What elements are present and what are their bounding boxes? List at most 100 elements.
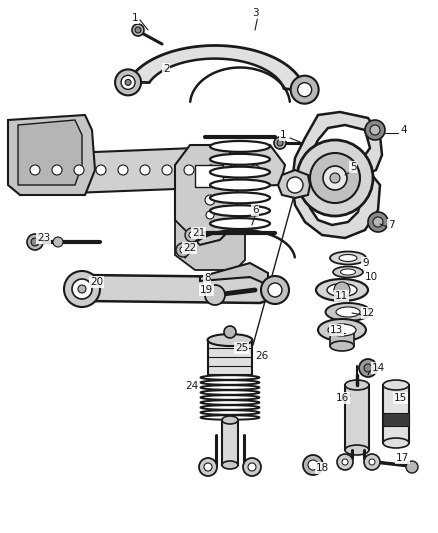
Circle shape: [368, 212, 388, 232]
Circle shape: [205, 285, 225, 305]
Circle shape: [205, 195, 215, 205]
Circle shape: [359, 359, 377, 377]
Circle shape: [370, 125, 380, 135]
Bar: [208, 340, 252, 375]
Circle shape: [297, 140, 373, 216]
Ellipse shape: [222, 461, 238, 469]
Circle shape: [53, 237, 63, 247]
Circle shape: [64, 271, 100, 307]
Text: 1: 1: [132, 13, 138, 23]
Circle shape: [364, 364, 372, 372]
Circle shape: [78, 285, 86, 293]
Circle shape: [364, 454, 380, 470]
Circle shape: [31, 238, 39, 246]
Polygon shape: [278, 170, 310, 198]
Circle shape: [206, 211, 214, 219]
Polygon shape: [292, 112, 382, 238]
Text: 17: 17: [396, 453, 409, 463]
Bar: [383, 413, 409, 426]
Ellipse shape: [345, 445, 369, 455]
Text: 4: 4: [400, 125, 406, 135]
Ellipse shape: [210, 167, 270, 177]
Circle shape: [277, 140, 283, 146]
Text: 26: 26: [255, 351, 268, 361]
Ellipse shape: [201, 410, 259, 415]
Circle shape: [250, 165, 260, 175]
Text: 18: 18: [316, 463, 329, 473]
Circle shape: [291, 76, 319, 104]
Ellipse shape: [201, 390, 259, 395]
Circle shape: [323, 166, 347, 190]
Circle shape: [261, 276, 289, 304]
Text: 2: 2: [163, 64, 170, 74]
Circle shape: [74, 165, 84, 175]
Circle shape: [308, 460, 318, 470]
Text: 1: 1: [280, 130, 286, 140]
Ellipse shape: [201, 405, 259, 410]
Ellipse shape: [330, 341, 354, 351]
Text: 8: 8: [204, 273, 211, 283]
Circle shape: [298, 83, 312, 96]
Ellipse shape: [210, 205, 270, 216]
Circle shape: [184, 165, 194, 175]
Text: 15: 15: [394, 393, 407, 403]
Ellipse shape: [210, 141, 270, 152]
Circle shape: [118, 165, 128, 175]
Circle shape: [243, 458, 261, 476]
Circle shape: [373, 217, 383, 227]
Ellipse shape: [383, 438, 409, 448]
Ellipse shape: [201, 385, 259, 390]
Circle shape: [132, 24, 144, 36]
Polygon shape: [20, 145, 285, 195]
Circle shape: [274, 137, 286, 149]
Ellipse shape: [318, 319, 366, 341]
Bar: [222, 420, 238, 465]
Text: 19: 19: [200, 285, 213, 295]
Bar: [383, 385, 409, 443]
Circle shape: [199, 458, 217, 476]
Ellipse shape: [333, 266, 363, 278]
Ellipse shape: [208, 334, 252, 346]
Ellipse shape: [201, 395, 259, 400]
Circle shape: [125, 79, 131, 85]
Text: 7: 7: [388, 220, 395, 230]
Ellipse shape: [330, 252, 366, 264]
Text: 16: 16: [336, 393, 349, 403]
Bar: [195, 165, 223, 187]
Circle shape: [96, 165, 106, 175]
Polygon shape: [200, 263, 268, 285]
Ellipse shape: [345, 380, 369, 390]
Text: 10: 10: [365, 272, 378, 282]
Ellipse shape: [328, 324, 356, 336]
Circle shape: [330, 173, 340, 183]
Circle shape: [268, 283, 282, 297]
Circle shape: [228, 165, 238, 175]
Circle shape: [206, 165, 216, 175]
Circle shape: [121, 75, 135, 90]
Circle shape: [162, 165, 172, 175]
Polygon shape: [18, 120, 82, 185]
Ellipse shape: [325, 303, 371, 321]
Text: 13: 13: [330, 325, 343, 335]
Text: 3: 3: [252, 8, 258, 18]
Circle shape: [342, 459, 348, 465]
Circle shape: [365, 120, 385, 140]
Polygon shape: [8, 115, 95, 195]
Circle shape: [72, 279, 92, 299]
Circle shape: [185, 228, 199, 242]
Text: 21: 21: [192, 228, 205, 238]
Ellipse shape: [383, 380, 409, 390]
Circle shape: [406, 461, 418, 473]
Text: 24: 24: [185, 381, 198, 391]
Ellipse shape: [201, 400, 259, 405]
Text: 14: 14: [372, 363, 385, 373]
Ellipse shape: [327, 284, 357, 296]
Circle shape: [30, 165, 40, 175]
Ellipse shape: [210, 154, 270, 165]
Ellipse shape: [210, 192, 270, 203]
Ellipse shape: [201, 415, 259, 420]
Text: 23: 23: [37, 233, 50, 243]
Circle shape: [140, 165, 150, 175]
Circle shape: [180, 247, 186, 253]
Ellipse shape: [340, 269, 356, 275]
